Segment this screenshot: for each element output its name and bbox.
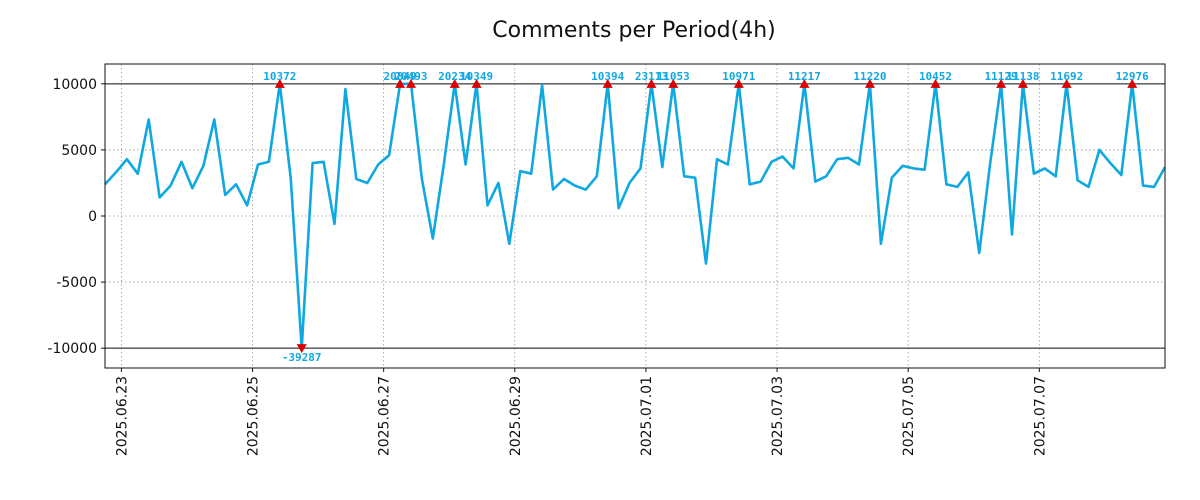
x-tick-label: 2025.06.29 [508, 376, 524, 456]
data-label: 11220 [853, 70, 886, 83]
peak-marker [930, 78, 941, 88]
peak-marker [864, 78, 875, 88]
marker-layer [274, 78, 1138, 354]
data-label: 10372 [263, 70, 296, 83]
peak-marker [602, 78, 613, 88]
data-label: 11217 [788, 70, 821, 83]
x-tick-label: 2025.06.23 [114, 376, 130, 456]
peak-marker [405, 78, 416, 88]
peak-marker [733, 78, 744, 88]
y-axis-ticks: 10000 5000 0 -5000 -10000 [47, 77, 105, 357]
data-label: 11138 [1006, 70, 1039, 83]
y-tick-label: 10000 [52, 77, 97, 93]
data-label: 10452 [919, 70, 952, 83]
x-tick-label: 2025.07.05 [901, 376, 917, 456]
data-label: 12976 [1116, 70, 1149, 83]
x-tick-label: 2025.06.27 [377, 376, 393, 456]
peak-marker [449, 78, 460, 88]
series-layer [104, 82, 1167, 350]
peak-marker [1017, 78, 1028, 88]
peak-marker [1061, 78, 1072, 88]
x-axis-ticks: 2025.06.23 2025.06.25 2025.06.27 2025.06.29… [114, 368, 1048, 456]
peak-marker [646, 78, 657, 88]
y-tick-label: -5000 [56, 275, 97, 291]
peak-marker [1127, 78, 1138, 88]
y-tick-label: 0 [88, 209, 97, 225]
data-label: 20849 [383, 70, 416, 83]
data-label: 11053 [657, 70, 690, 83]
data-label: -39287 [282, 351, 322, 364]
data-label: 10394 [591, 70, 624, 83]
peak-marker [799, 78, 810, 88]
x-tick-label: 2025.07.03 [770, 376, 786, 456]
data-label: 20234 [438, 70, 471, 83]
chart-title: Comments per Period(4h) [492, 18, 776, 43]
grid-layer [105, 64, 1165, 368]
peak-marker [274, 78, 285, 88]
y-tick-label: -10000 [47, 341, 97, 357]
plot-frame [104, 63, 1166, 369]
x-tick-label: 2025.06.25 [246, 376, 262, 456]
trough-marker [296, 344, 307, 354]
data-label: 11692 [1050, 70, 1083, 83]
x-tick-label: 2025.07.01 [639, 376, 655, 456]
x-tick-label: 2025.07.07 [1032, 376, 1048, 456]
peak-marker [395, 78, 406, 88]
data-label: 20493 [394, 70, 427, 83]
data-label: 10349 [460, 70, 493, 83]
series-line [104, 82, 1167, 350]
data-label: 10971 [722, 70, 755, 83]
peak-marker [471, 78, 482, 88]
peak-marker [668, 78, 679, 88]
data-label: 23113 [635, 70, 668, 83]
y-tick-label: 5000 [61, 143, 97, 159]
data-label: 11129 [985, 70, 1018, 83]
peak-marker [996, 78, 1007, 88]
